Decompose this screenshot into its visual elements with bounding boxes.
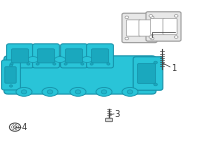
FancyBboxPatch shape <box>37 49 55 63</box>
Circle shape <box>174 36 178 38</box>
FancyBboxPatch shape <box>4 56 156 94</box>
FancyBboxPatch shape <box>87 44 113 68</box>
Circle shape <box>9 123 21 131</box>
FancyBboxPatch shape <box>122 13 157 43</box>
Circle shape <box>150 37 154 40</box>
Circle shape <box>81 63 84 65</box>
FancyBboxPatch shape <box>11 49 29 63</box>
Circle shape <box>154 61 157 64</box>
Circle shape <box>10 63 13 65</box>
Circle shape <box>125 16 129 19</box>
Circle shape <box>9 85 13 87</box>
Circle shape <box>27 63 30 65</box>
FancyBboxPatch shape <box>137 64 156 83</box>
Circle shape <box>149 15 153 17</box>
Text: 1: 1 <box>171 64 176 73</box>
Text: 2: 2 <box>176 28 181 37</box>
Circle shape <box>9 64 13 67</box>
Circle shape <box>174 15 178 17</box>
Ellipse shape <box>16 87 32 96</box>
Circle shape <box>149 36 153 38</box>
Circle shape <box>36 63 39 65</box>
FancyBboxPatch shape <box>91 49 109 63</box>
FancyBboxPatch shape <box>126 20 141 36</box>
Circle shape <box>13 126 17 128</box>
Text: 4: 4 <box>22 123 27 132</box>
Circle shape <box>154 83 157 86</box>
Ellipse shape <box>54 57 66 62</box>
Ellipse shape <box>28 57 38 62</box>
Circle shape <box>127 90 133 94</box>
Circle shape <box>64 63 67 65</box>
FancyBboxPatch shape <box>61 44 87 68</box>
Ellipse shape <box>42 87 58 96</box>
Circle shape <box>53 63 56 65</box>
Ellipse shape <box>70 87 86 96</box>
Circle shape <box>75 90 81 94</box>
Ellipse shape <box>82 57 92 62</box>
FancyBboxPatch shape <box>139 20 153 36</box>
FancyBboxPatch shape <box>163 18 177 35</box>
FancyBboxPatch shape <box>106 118 112 122</box>
Text: 3: 3 <box>114 110 120 119</box>
FancyBboxPatch shape <box>2 60 20 90</box>
Circle shape <box>101 90 107 94</box>
Circle shape <box>107 63 110 65</box>
FancyBboxPatch shape <box>146 12 181 41</box>
FancyBboxPatch shape <box>65 49 83 63</box>
Circle shape <box>90 63 93 65</box>
FancyBboxPatch shape <box>7 44 33 68</box>
FancyBboxPatch shape <box>33 44 59 68</box>
Circle shape <box>21 90 27 94</box>
Circle shape <box>150 16 154 19</box>
FancyBboxPatch shape <box>133 57 163 90</box>
Circle shape <box>47 90 53 94</box>
FancyBboxPatch shape <box>150 18 165 35</box>
Ellipse shape <box>96 87 112 96</box>
Ellipse shape <box>122 87 138 96</box>
Circle shape <box>125 37 129 40</box>
FancyBboxPatch shape <box>5 67 16 83</box>
